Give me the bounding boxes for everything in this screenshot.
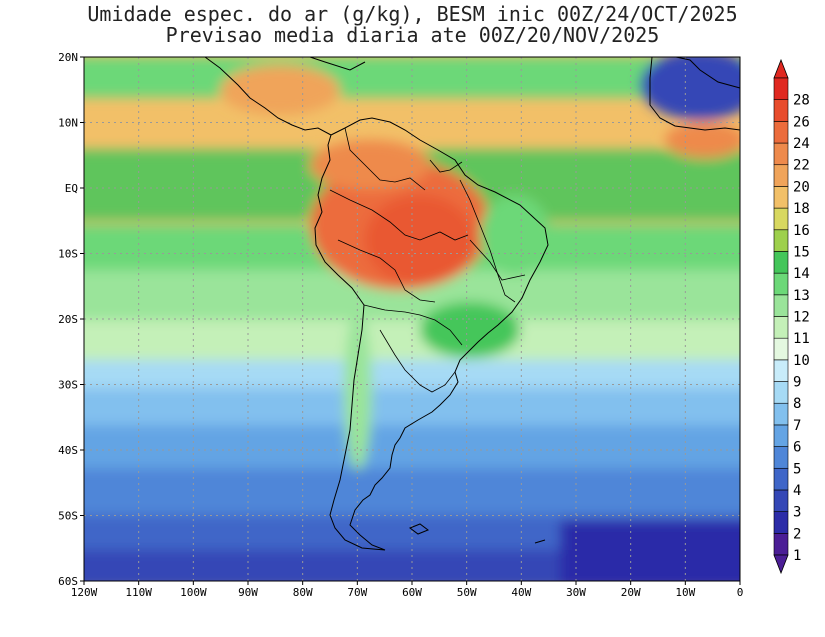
colorbar-label: 18 [793, 201, 810, 217]
colorbar-swatch [773, 294, 789, 317]
grid-lines [84, 57, 740, 581]
lon-tick-label: 30W [566, 586, 586, 599]
colorbar-swatch [773, 229, 789, 252]
colorbar-swatch [773, 207, 789, 231]
colorbar-swatch [773, 77, 789, 100]
lat-tick-label: EQ [65, 182, 78, 195]
colorbar-swatch [773, 533, 789, 556]
colorbar-label: 14 [793, 266, 810, 282]
colorbar-swatch [773, 359, 789, 382]
lon-tick-label: 20W [621, 586, 641, 599]
lat-tick-label: 50S [58, 510, 78, 523]
longitude-labels: 120W 110W 100W 90W 80W 70W 60W 50W 40W 30W 20W 10W 0 [71, 581, 744, 599]
lat-tick-label: 40S [58, 444, 78, 457]
lat-tick-label: 10S [58, 248, 78, 261]
colorbar-swatch [773, 121, 789, 144]
lat-tick-label: 20N [58, 51, 78, 64]
colorbar-label: 5 [793, 461, 801, 477]
colorbar-arrow-top [773, 58, 789, 79]
coastlines [204, 56, 741, 551]
colorbar-label: 20 [793, 179, 810, 195]
country-borders [329, 127, 526, 393]
colorbar-swatch [773, 424, 789, 447]
colorbar-swatch [773, 446, 789, 469]
south-georgia [534, 539, 546, 544]
lon-tick-label: 50W [457, 586, 477, 599]
chart-subtitle: Previsao media diaria ate 00Z/20/NOV/202… [165, 23, 660, 47]
colorbar-label: 9 [793, 375, 801, 391]
colorbar-label: 11 [793, 331, 810, 347]
central-america-coast [204, 56, 332, 136]
colorbar-label: 22 [793, 158, 810, 174]
colorbar-swatch [773, 316, 789, 339]
colorbar-label: 8 [793, 396, 801, 412]
colorbar-swatch [773, 99, 789, 122]
colorbar-swatch [773, 467, 789, 491]
lat-tick-label: 20S [58, 313, 78, 326]
lon-tick-label: 0 [737, 586, 744, 599]
colorbar-swatch [773, 402, 789, 426]
lon-tick-label: 70W [347, 586, 367, 599]
lat-tick-label: 30S [58, 379, 78, 392]
colorbar-swatch [773, 142, 789, 166]
colorbar-swatch [773, 186, 789, 209]
colorbar-label: 15 [793, 244, 810, 260]
colorbar-swatch [773, 511, 789, 534]
lon-tick-label: 100W [180, 586, 207, 599]
lon-tick-label: 90W [238, 586, 258, 599]
colorbar-label: 24 [793, 136, 810, 152]
colorbar-swatch [773, 381, 789, 404]
caribbean-coast [309, 56, 366, 71]
falklands [408, 523, 430, 535]
colorbar-arrow-bottom [773, 554, 789, 575]
lat-tick-label: 10N [58, 117, 78, 130]
colorbar-label: 7 [793, 418, 801, 434]
lat-tick-label: 60S [58, 575, 78, 588]
south-america-coast [314, 117, 549, 551]
lon-tick-label: 120W [71, 586, 98, 599]
colorbar-swatch [773, 164, 789, 187]
colorbar-label: 4 [793, 483, 801, 499]
lon-tick-label: 80W [293, 586, 313, 599]
humidity-field [84, 57, 740, 581]
lon-tick-label: 60W [402, 586, 422, 599]
colorbar-label: 2 [793, 526, 801, 542]
lon-tick-label: 10W [675, 586, 695, 599]
colorbar-label: 1 [793, 548, 801, 564]
colorbar-label: 16 [793, 223, 810, 239]
latitude-labels: 20N 10N EQ 10S 20S 30S 40S 50S 60S [58, 51, 84, 588]
colorbar-swatch [773, 272, 789, 296]
lon-tick-label: 40W [511, 586, 531, 599]
colorbar-label: 10 [793, 353, 810, 369]
colorbar-label: 12 [793, 310, 810, 326]
colorbar-label: 28 [793, 93, 810, 109]
colorbar-label: 3 [793, 505, 801, 521]
colorbar-label: 6 [793, 440, 801, 456]
africa-coast [649, 56, 741, 131]
colorbar-swatch [773, 251, 789, 274]
colorbar-swatch [773, 489, 789, 512]
colorbar-swatch [773, 337, 789, 361]
lon-tick-label: 110W [125, 586, 152, 599]
colorbar-label: 13 [793, 288, 810, 304]
chart-title: Umidade espec. do ar (g/kg), BESM inic 0… [87, 2, 738, 26]
colorbar-label: 26 [793, 114, 810, 130]
